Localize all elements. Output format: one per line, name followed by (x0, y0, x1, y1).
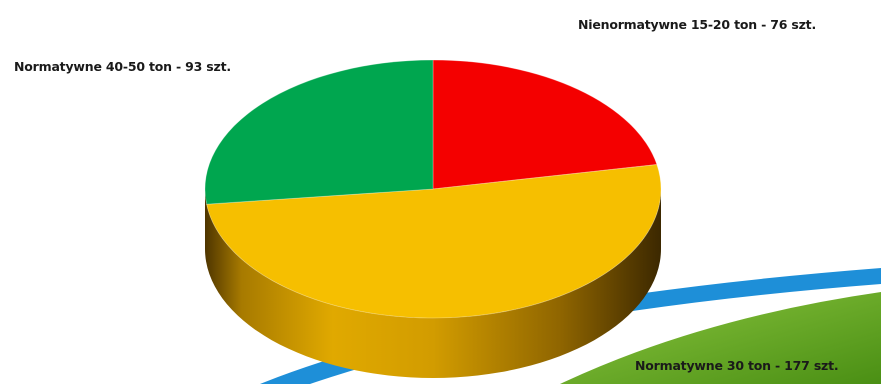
pie-slice-normatywne-40-50-ton (205, 60, 433, 204)
slice-label-normatywne-40-50: Normatywne 40-50 ton - 93 szt. (14, 59, 231, 74)
slice-label-normatywne-30: Normatywne 30 ton - 177 szt. (635, 358, 838, 373)
slice-label-nienormatywne-15-20: Nienormatywne 15-20 ton - 76 szt. (578, 17, 816, 32)
